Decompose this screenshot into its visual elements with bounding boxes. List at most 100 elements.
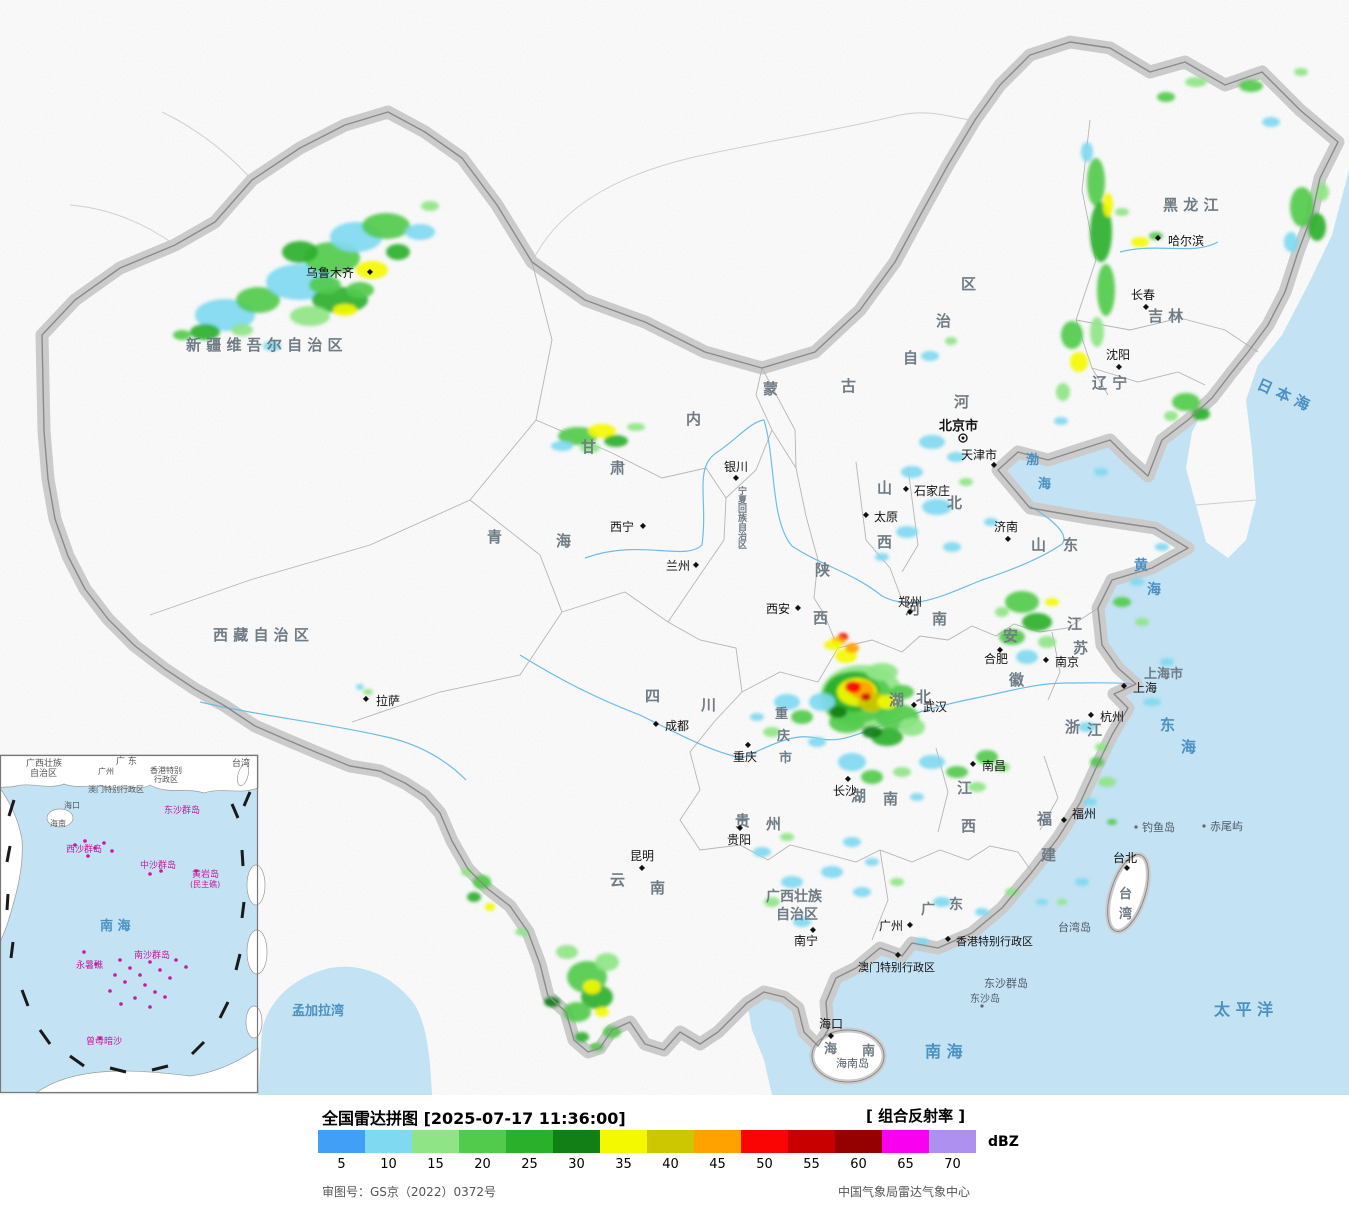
nine-dash-segment (218, 1001, 230, 1019)
radar-echo (1097, 264, 1115, 316)
radar-echo (1081, 142, 1093, 162)
province-label: 甘 (581, 438, 596, 456)
scale-block (506, 1130, 553, 1153)
inset-borneo-coast (34, 1047, 259, 1094)
city-marker-icon: ◆ (1061, 815, 1068, 824)
radar-echo (1135, 618, 1149, 626)
radar-echo (386, 244, 410, 260)
radar-echo (875, 553, 889, 561)
nine-dash-segment (7, 799, 16, 817)
radar-echo (1075, 878, 1089, 886)
inset-island-dot (102, 841, 106, 845)
radar-echo (1038, 636, 1056, 648)
radar-echo (999, 629, 1025, 645)
radar-echo (263, 341, 281, 351)
radar-echo (845, 681, 861, 693)
province-label: 安 (1003, 627, 1018, 645)
province-label: 云 (610, 871, 625, 889)
province-label: 河 (905, 600, 920, 618)
radar-echo (1115, 208, 1129, 216)
inset-label: 澳门特别行政区 (88, 784, 144, 794)
radar-echo (1284, 232, 1298, 252)
city-label: 石家庄 (914, 483, 950, 498)
unit-label: dBZ (988, 1134, 1019, 1150)
east-sea-area (747, 170, 1349, 1095)
radar-echo (809, 693, 835, 711)
city-marker-icon: ◆ (693, 560, 700, 569)
radar-echo (551, 441, 573, 451)
inset-island-dot (174, 958, 178, 962)
radar-echo (309, 276, 341, 294)
city-marker-icon: ◆ (1121, 681, 1128, 690)
scale-value: 70 (944, 1157, 961, 1172)
neighbor-borders (69, 111, 1257, 506)
radar-echo (515, 928, 529, 936)
radar-echo (1262, 117, 1280, 127)
city-marker-icon: ◆ (863, 510, 870, 519)
radar-echo (945, 337, 957, 345)
radar-echo (1016, 650, 1038, 664)
inset-island-dot (194, 869, 198, 873)
province-label: 治 (936, 312, 951, 330)
nine-dash-line (5, 791, 252, 1074)
radar-echo (890, 685, 914, 699)
city-marker-icon: ◆ (991, 460, 998, 469)
province-label: 西 (813, 609, 828, 627)
radar-echo (1061, 321, 1083, 349)
radar-echo (890, 878, 904, 886)
radar-echo (838, 753, 866, 771)
city-label: 贵阳 (727, 833, 751, 847)
radar-echo (461, 868, 473, 876)
radar-echo (236, 287, 280, 313)
sea-label: 海 (1181, 738, 1196, 756)
radar-echo (1094, 468, 1108, 476)
city-label: 广州 (879, 919, 903, 933)
province-label: 河 (954, 393, 969, 411)
province-label: 贵 (735, 812, 750, 830)
radar-echo (356, 684, 364, 690)
city-marker-icon: ◆ (907, 920, 914, 929)
radar-echo (1090, 317, 1104, 347)
radar-echo (853, 887, 871, 897)
nine-dash-segment (240, 901, 246, 919)
radar-echo (1149, 232, 1163, 240)
province-label: 辽 宁 (1092, 374, 1127, 392)
inset-taiwan (237, 763, 249, 787)
city-label: 哈尔滨 (1168, 233, 1204, 248)
radar-echo (1036, 899, 1048, 905)
city-marker-icon: ◆ (1116, 362, 1123, 371)
radar-echo (866, 663, 898, 681)
scale-block (929, 1130, 976, 1153)
scale-block (412, 1130, 459, 1153)
sea-label: 太 平 洋 (1213, 1000, 1273, 1019)
province-label: 东 (1063, 536, 1078, 554)
inset-island-dot (128, 966, 132, 970)
radar-echo (333, 304, 357, 316)
radar-echo (1290, 187, 1314, 227)
province-label: 市 (779, 750, 792, 766)
city-marker-icon: ◆ (828, 1031, 835, 1040)
inset-philippines-1 (246, 864, 266, 906)
radar-echo (910, 793, 924, 801)
inset-island-dot (148, 1005, 152, 1009)
inset-island-dot (153, 990, 157, 994)
inset-island-dot (93, 846, 97, 850)
province-label: 湖 (851, 787, 866, 805)
scale-block (788, 1130, 835, 1153)
radar-echo (865, 858, 879, 866)
city-label: 西宁 (610, 519, 634, 534)
radar-echo (1083, 798, 1097, 806)
province-label: 自 (903, 349, 918, 367)
city-label: 杭州 (1100, 709, 1124, 724)
province-label: 庆 (776, 728, 790, 744)
city-marker-icon: ◆ (1043, 655, 1050, 664)
scale-block (694, 1130, 741, 1153)
city-label: 乌鲁木齐 (306, 265, 354, 280)
radar-echo (558, 427, 598, 445)
city-label: 合肥 (984, 651, 1008, 666)
scale-block (600, 1130, 647, 1153)
radar-echo (791, 710, 813, 724)
product-label: [ 组合反射率 ] (866, 1107, 966, 1125)
legend-panel: 全国雷达拼图 [2025-07-17 11:36:00] [ 组合反射率 ] d… (0, 1099, 1349, 1212)
